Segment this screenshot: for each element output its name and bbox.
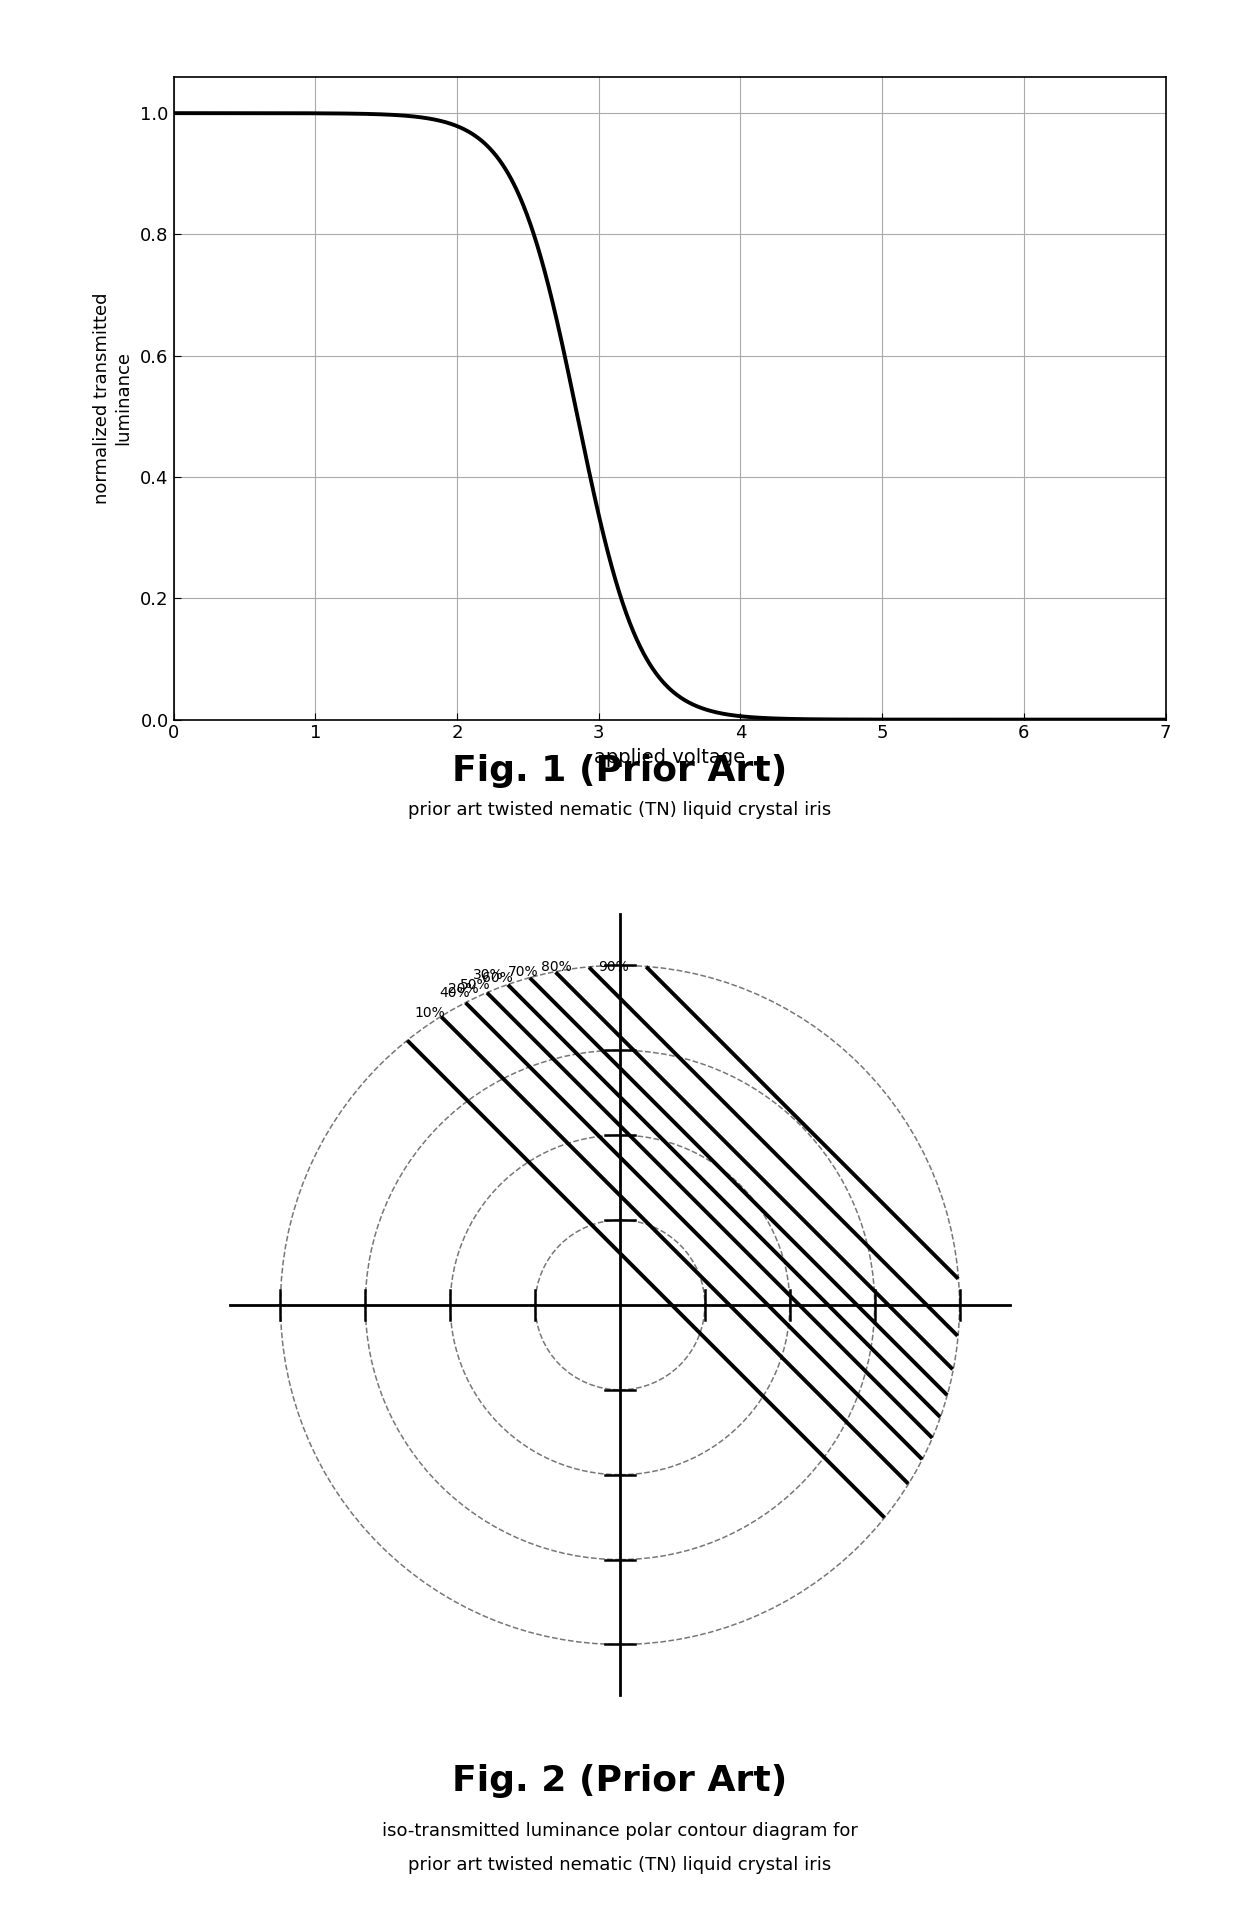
Point [610, 1290, 630, 1320]
Text: 70%: 70% [508, 965, 538, 979]
Text: iso-transmitted luminance polar contour diagram for: iso-transmitted luminance polar contour … [382, 1821, 858, 1840]
Point [610, 1290, 630, 1320]
Text: Fig. 1 (Prior Art): Fig. 1 (Prior Art) [453, 754, 787, 789]
X-axis label: applied voltage: applied voltage [594, 748, 745, 768]
Point [610, 1290, 630, 1320]
Text: 80%: 80% [542, 960, 572, 975]
Text: 40%: 40% [439, 986, 470, 1000]
Text: prior art twisted nematic (TN) liquid crystal iris: prior art twisted nematic (TN) liquid cr… [408, 800, 832, 819]
Text: 30%: 30% [472, 969, 503, 983]
Point [610, 1290, 630, 1320]
Text: Fig. 2 (Prior Art): Fig. 2 (Prior Art) [453, 1764, 787, 1798]
Text: 50%: 50% [460, 979, 491, 992]
Point [610, 1290, 630, 1320]
Text: 10%: 10% [414, 1006, 445, 1021]
Text: prior art twisted nematic (TN) liquid crystal iris: prior art twisted nematic (TN) liquid cr… [408, 1856, 832, 1875]
Point [610, 1290, 630, 1320]
Text: 90%: 90% [599, 960, 629, 973]
Point [610, 1290, 630, 1320]
Text: 60%: 60% [482, 971, 513, 984]
Point [610, 1290, 630, 1320]
Text: 20%: 20% [448, 983, 479, 996]
Point [610, 1290, 630, 1320]
Y-axis label: normalized transmitted
luminance: normalized transmitted luminance [93, 292, 131, 505]
